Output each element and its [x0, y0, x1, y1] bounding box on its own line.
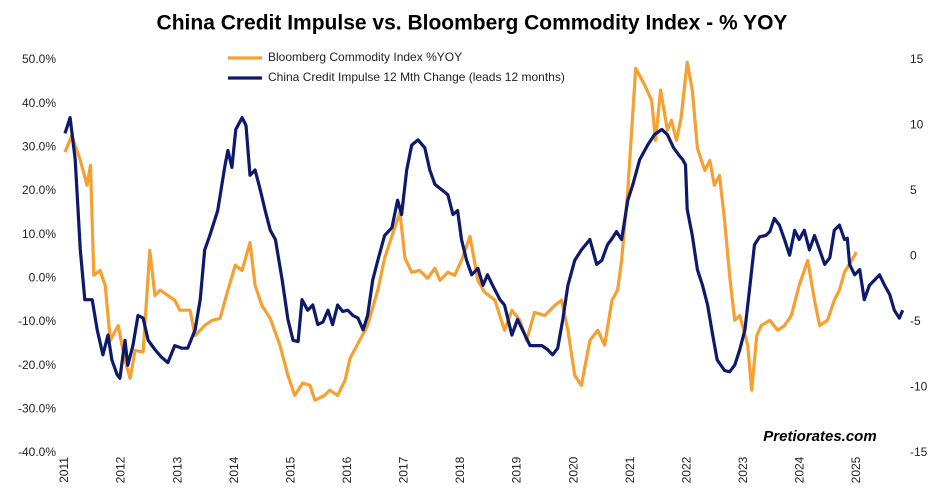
- y-tick-label: -40.0%: [18, 445, 56, 459]
- x-tick-label: 2017: [397, 456, 411, 483]
- series-line: [63, 60, 858, 402]
- chart-title: China Credit Impulse vs. Bloomberg Commo…: [157, 12, 788, 35]
- y-tick-label: 20.0%: [22, 183, 56, 197]
- x-tick-label: 2020: [566, 456, 580, 483]
- y2-tick-label: -15: [910, 445, 928, 459]
- legend-label: Bloomberg Commodity Index %YOY: [268, 50, 462, 64]
- y-tick-label: 50.0%: [22, 52, 56, 66]
- y2-tick-label: -10: [910, 380, 928, 394]
- y2-tick-label: 5: [910, 183, 917, 197]
- x-tick-label: 2012: [114, 456, 128, 483]
- y2-tick-label: 15: [910, 52, 924, 66]
- y-tick-label: 40.0%: [22, 96, 56, 110]
- y-tick-label: -20.0%: [18, 358, 56, 372]
- series-line: [63, 115, 905, 380]
- x-tick-label: 2021: [623, 456, 637, 483]
- x-tick-label: 2016: [340, 456, 354, 483]
- annotation: Pretiorates.com: [763, 428, 876, 445]
- x-tick-label: 2019: [510, 456, 524, 483]
- y2-tick-label: 10: [910, 118, 924, 132]
- x-tick-label: 2011: [57, 457, 71, 483]
- y-tick-label: -30.0%: [18, 402, 56, 416]
- x-tick-label: 2018: [453, 456, 467, 483]
- x-tick-label: 2025: [849, 456, 863, 483]
- y-tick-label: 30.0%: [22, 140, 56, 154]
- x-tick-label: 2023: [736, 456, 750, 483]
- legend-label: China Credit Impulse 12 Mth Change (lead…: [268, 70, 565, 84]
- x-tick-label: 2022: [679, 456, 693, 483]
- y-tick-label: 0.0%: [29, 271, 57, 285]
- x-tick-label: 2013: [170, 456, 184, 483]
- x-tick-label: 2015: [283, 456, 297, 483]
- y-tick-label: 10.0%: [22, 227, 56, 241]
- x-tick-label: 2014: [227, 456, 241, 483]
- y2-tick-label: -5: [910, 314, 921, 328]
- y-tick-label: -10.0%: [18, 314, 56, 328]
- y2-tick-label: 0: [910, 249, 917, 263]
- x-tick-label: 2024: [793, 456, 807, 483]
